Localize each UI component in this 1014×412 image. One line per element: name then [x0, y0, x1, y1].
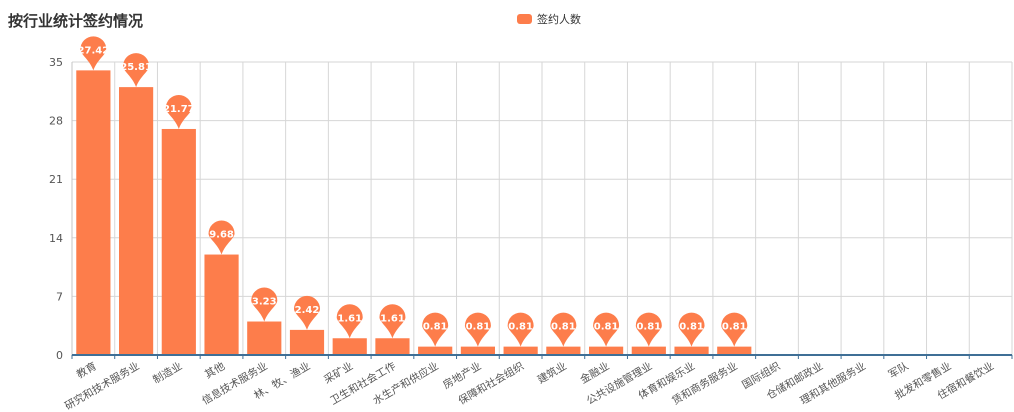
value-pin — [635, 312, 662, 347]
bar — [546, 346, 581, 355]
y-tick-label: 28 — [49, 115, 63, 128]
y-tick-label: 35 — [49, 56, 63, 69]
bar — [332, 338, 367, 355]
data-label: 0.81 — [636, 322, 661, 333]
data-label: 27.42 — [78, 45, 110, 56]
bar — [247, 321, 282, 355]
bar — [674, 346, 709, 355]
y-tick-label: 7 — [56, 290, 63, 303]
x-tick-label: 制造业 — [151, 359, 185, 386]
value-pin — [550, 312, 577, 347]
data-label: 0.81 — [722, 322, 747, 333]
data-label: 2.42 — [295, 305, 320, 316]
bar — [589, 346, 624, 355]
data-label: 9.68 — [209, 230, 234, 241]
bar — [631, 346, 666, 355]
chart-title: 按行业统计签约情况 — [8, 12, 144, 30]
legend-swatch — [517, 14, 532, 24]
x-tick-label: 采矿业 — [321, 359, 355, 386]
data-label: 0.81 — [679, 322, 704, 333]
bar — [460, 346, 495, 355]
bar — [503, 346, 538, 355]
data-label: 0.81 — [423, 322, 448, 333]
value-pin — [593, 312, 620, 347]
x-tick-label: 建筑业 — [535, 359, 569, 386]
x-tick-label: 教育 — [74, 359, 99, 381]
y-tick-label: 0 — [56, 349, 63, 362]
data-label: 0.81 — [551, 322, 576, 333]
value-pin — [123, 53, 150, 88]
value-pin — [379, 304, 406, 339]
data-label: 0.81 — [466, 322, 491, 333]
bar — [161, 128, 196, 355]
x-tick-label: 其他 — [202, 359, 227, 381]
value-pin — [507, 312, 534, 347]
bar — [289, 329, 325, 355]
data-label: 25.81 — [120, 62, 152, 73]
value-pin — [165, 94, 192, 129]
value-pin — [678, 312, 705, 347]
legend-item[interactable]: 签约人数 — [517, 11, 581, 27]
legend-label: 签约人数 — [537, 13, 581, 26]
y-tick-label: 21 — [49, 173, 63, 186]
value-pin — [336, 304, 363, 339]
bar — [375, 338, 410, 355]
data-label: 1.61 — [337, 313, 362, 324]
value-pin — [422, 312, 449, 347]
value-pin — [208, 220, 235, 255]
x-tick-label: 研究和技术服务业 — [62, 359, 141, 412]
data-label: 1.61 — [380, 313, 405, 324]
value-pin — [464, 312, 491, 347]
value-pin — [80, 36, 107, 71]
y-tick-label: 14 — [49, 232, 63, 245]
value-pin — [721, 312, 748, 347]
data-label: 3.23 — [252, 297, 277, 308]
bar — [418, 346, 453, 355]
bar — [717, 346, 752, 355]
bar — [76, 70, 111, 355]
data-label: 0.81 — [594, 322, 619, 333]
data-label: 21.77 — [163, 104, 195, 115]
value-pin — [294, 295, 320, 330]
x-tick-label: 军队 — [886, 359, 911, 381]
bar — [204, 254, 239, 355]
data-label: 0.81 — [508, 322, 533, 333]
value-pin — [251, 287, 278, 322]
bar — [119, 87, 154, 355]
x-tick-label: 金融业 — [578, 359, 612, 386]
